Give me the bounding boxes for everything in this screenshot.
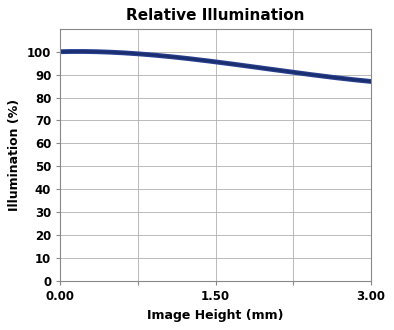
Title: Relative Illumination: Relative Illumination	[126, 8, 305, 23]
X-axis label: Image Height (mm): Image Height (mm)	[147, 309, 284, 322]
Y-axis label: Illumination (%): Illumination (%)	[8, 99, 21, 211]
